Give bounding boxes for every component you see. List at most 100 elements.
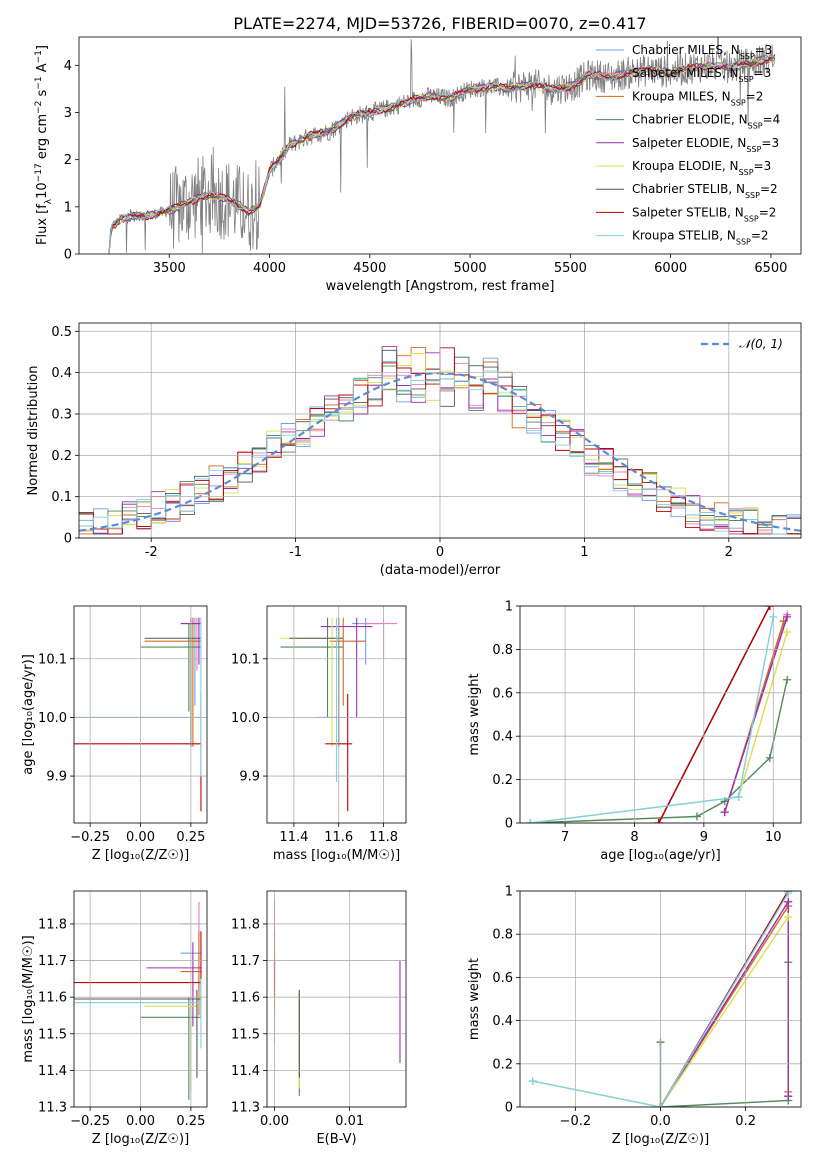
legend-sub: SSP bbox=[739, 168, 754, 177]
y-tick-label: 2 bbox=[64, 153, 72, 168]
y-axis-label-part: −17 bbox=[34, 163, 44, 182]
x-tick-label: 8 bbox=[630, 830, 638, 845]
weight-marker bbox=[784, 891, 793, 898]
y-tick-label: 11.8 bbox=[231, 917, 260, 932]
y-tick-label: 11.5 bbox=[38, 1027, 67, 1042]
y-axis-label-part: −1 bbox=[34, 50, 44, 63]
y-axis-label: Flux [fλ10−17 erg cm−2 s−1 A−1] bbox=[34, 45, 54, 245]
y-tick-label: 10.0 bbox=[231, 711, 260, 726]
x-axis-label: mass [log₁₀(M/M☉)] bbox=[273, 848, 400, 863]
y-tick-label: 1 bbox=[505, 600, 513, 615]
y-axis-label-part: ] bbox=[35, 45, 50, 50]
y-tick-label: 0.4 bbox=[51, 366, 72, 381]
y-tick-label: 11.4 bbox=[38, 1064, 67, 1079]
legend-label: Chabrier ELODIE, N bbox=[632, 113, 748, 127]
panel-age_vs_mass: 11.4 11.6 11.8 9.9 10.0 10.1 mass [log₁₀(M/M☉)… bbox=[231, 605, 407, 863]
y-tick-label: 0.6 bbox=[492, 971, 513, 986]
y-tick-label: 10.1 bbox=[38, 652, 67, 667]
axes-frame bbox=[78, 36, 802, 255]
y-tick-label: 11.6 bbox=[231, 991, 260, 1006]
y-tick-label: 11.3 bbox=[231, 1101, 260, 1116]
legend-label: Chabrier STELIB, N bbox=[632, 182, 745, 196]
x-tick-label: −0.25 bbox=[70, 830, 110, 845]
legend-entry: Salpeter MILES, NSSP=3 bbox=[632, 66, 771, 84]
x-tick-label: 11.6 bbox=[324, 830, 353, 845]
legend-entry: Kroupa STELIB, NSSP=2 bbox=[632, 229, 769, 247]
model-line-salpeter-elodie bbox=[108, 56, 776, 251]
x-tick-label: 0.00 bbox=[126, 1114, 155, 1129]
legend-sub: SSP bbox=[745, 191, 760, 200]
legend-sub: SSP bbox=[739, 75, 754, 84]
legend-entry: Salpeter STELIB, NSSP=2 bbox=[632, 205, 776, 223]
y-tick-label: 10.1 bbox=[231, 652, 260, 667]
axes-frame bbox=[266, 890, 407, 1108]
legend-sub: SSP bbox=[731, 98, 746, 107]
legend-entry: Kroupa ELODIE, NSSP=3 bbox=[632, 159, 771, 177]
x-axis-label: Z [log₁₀(Z/Z☉)] bbox=[92, 1132, 189, 1147]
y-tick-label: 11.7 bbox=[231, 954, 260, 969]
x-tick-label: 4500 bbox=[353, 261, 386, 276]
x-axis-label: Z [log₁₀(Z/Z☉)] bbox=[612, 1132, 709, 1147]
y-axis-label-part: erg cm bbox=[35, 114, 50, 163]
panel-mass_vs_EBV: 0.00 0.01 11.3 11.4 11.5 11.6 11.7 11.8 E(B-V) bbox=[231, 890, 407, 1147]
weight-marker bbox=[528, 1077, 537, 1086]
panel-age_vs_Z: −0.25 0.00 0.25 9.9 10.0 10.1 Z [log₁₀(Z/Z☉)] a… bbox=[21, 605, 208, 863]
y-tick-label: 11.4 bbox=[231, 1064, 260, 1079]
y-tick-label: 9.9 bbox=[46, 770, 67, 785]
x-tick-label: 5000 bbox=[454, 261, 487, 276]
legend-sub: SSP bbox=[736, 237, 751, 246]
y-axis-label: mass [log₁₀(M/M☉)] bbox=[21, 935, 36, 1062]
legend-value: =3 bbox=[754, 159, 772, 173]
weight-marker bbox=[783, 675, 792, 684]
legend-entry: Salpeter ELODIE, NSSP=3 bbox=[632, 136, 779, 154]
y-axis-label: age [log₁₀(age/yr)] bbox=[21, 654, 36, 775]
model-line-kroupa-stelib bbox=[108, 53, 775, 254]
panel-massweight_vs_Z: −0.2 0.0 0.2 0 0.2 0.4 0.6 0.8 1 Z [log₁₀(Z/Z☉)] m… bbox=[467, 885, 802, 1147]
y-tick-label: 9.9 bbox=[239, 770, 260, 785]
panel-massweight_vs_age: 7 8 9 10 0 0.2 0.4 0.6 0.8 1 age [log₁₀(age/yr)] ma… bbox=[467, 600, 802, 863]
legend-label: Salpeter STELIB, N bbox=[632, 205, 744, 219]
weight-marker bbox=[734, 792, 743, 801]
y-tick-label: 0 bbox=[505, 817, 513, 832]
legend-value: =2 bbox=[751, 229, 769, 243]
plot-area bbox=[108, 37, 776, 254]
y-tick-label: 1 bbox=[505, 885, 513, 900]
weight-marker bbox=[784, 1092, 793, 1101]
x-tick-label: 0.0 bbox=[650, 1114, 671, 1129]
legend-label: Salpeter ELODIE, N bbox=[632, 136, 746, 150]
y-tick-label: 0.2 bbox=[492, 1057, 513, 1072]
weight-marker bbox=[765, 753, 774, 762]
weight-marker bbox=[783, 612, 792, 621]
axes-frame bbox=[519, 605, 802, 824]
legend-value: =3 bbox=[761, 136, 779, 150]
model-line-chabrier-stelib bbox=[108, 56, 776, 254]
legend-value: =3 bbox=[754, 66, 772, 80]
y-tick-label: 0 bbox=[64, 532, 72, 547]
legend-entry: Chabrier MILES, NSSP=3 bbox=[632, 43, 772, 61]
figure-title: PLATE=2274, MJD=53726, FIBERID=0070, z=0… bbox=[233, 14, 646, 33]
y-axis-label-part: s bbox=[35, 89, 50, 100]
weight-marker bbox=[784, 897, 793, 906]
x-tick-label: 10 bbox=[765, 830, 782, 845]
weight-marker bbox=[765, 606, 774, 610]
legend-value: =2 bbox=[746, 89, 764, 103]
y-axis-label: Normed distribution bbox=[26, 366, 41, 496]
model-line-kroupa-elodie bbox=[108, 58, 776, 254]
legend-sub: SSP bbox=[744, 214, 759, 223]
y-tick-label: 0 bbox=[64, 248, 72, 263]
x-tick-label: -1 bbox=[289, 545, 302, 560]
y-tick-label: 11.5 bbox=[231, 1027, 260, 1042]
x-tick-label: 4000 bbox=[253, 261, 286, 276]
y-tick-label: 11.7 bbox=[38, 954, 67, 969]
x-tick-label: 0.2 bbox=[735, 1114, 756, 1129]
weight-line-salpeter-stelib bbox=[658, 606, 771, 823]
legend-value: =4 bbox=[763, 113, 781, 127]
y-tick-label: 11.6 bbox=[38, 991, 67, 1006]
y-tick-label: 0.6 bbox=[492, 686, 513, 701]
x-tick-label: −0.2 bbox=[560, 1114, 592, 1129]
legend-sub: SSP bbox=[740, 52, 755, 61]
weight-marker bbox=[720, 808, 729, 817]
y-axis-label-part: −2 bbox=[34, 101, 44, 114]
x-tick-label: −0.25 bbox=[70, 1114, 110, 1129]
